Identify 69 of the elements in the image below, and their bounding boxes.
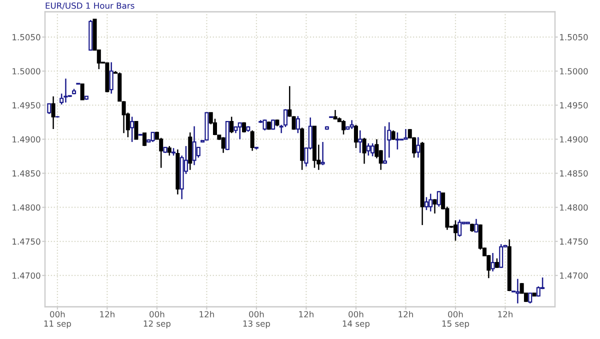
y-tick-label: 1.5000: [12, 68, 40, 74]
candlestick: [250, 130, 254, 152]
y-tick-label: 1.5050: [12, 34, 40, 40]
candlestick: [333, 109, 338, 120]
candlestick: [238, 122, 242, 140]
y2-tick-label: 1.4800: [560, 204, 588, 211]
candlestick: [474, 218, 478, 234]
candlestick: [47, 103, 52, 115]
chart-title: EUR/USD 1 Hour Bars: [46, 2, 134, 10]
candlestick: [382, 126, 388, 164]
candlestick: [296, 115, 300, 134]
candlestick: [453, 220, 458, 242]
candlestick: [428, 193, 433, 212]
y2-tick-label: 1.4700: [560, 272, 588, 279]
y2-tick-label: 1.5050: [560, 34, 588, 40]
candlestick: [404, 128, 408, 140]
candlestick: [370, 142, 375, 157]
x-tick-label: 00h 12 sep: [144, 310, 170, 328]
x-tick-label: 00h 11 sep: [44, 310, 71, 328]
y2-tick-label: 1.5000: [560, 68, 588, 74]
y-tick-label: 1.4800: [12, 204, 40, 211]
candlestick: [490, 252, 495, 272]
x-tick-label: 12h: [498, 310, 512, 318]
y2-tick-label: 1.4950: [560, 102, 588, 108]
candlestick: [130, 116, 134, 143]
y-tick-label: 1.4750: [12, 238, 40, 245]
y-tick-label: 1.4850: [12, 170, 40, 177]
candlestick: [424, 196, 428, 211]
candlestick: [362, 137, 366, 164]
candlestick: [458, 218, 462, 238]
x-tick-label: 00h 13 sep: [243, 310, 270, 328]
candlestick: [320, 141, 325, 166]
candlestick: [242, 122, 246, 134]
candlestick: [109, 62, 114, 94]
candlestick: [395, 132, 400, 150]
x-tick-label: 12h: [100, 310, 114, 318]
x-tick-label: 00h 15 sep: [442, 310, 470, 328]
candlestick: [516, 278, 520, 304]
y-tick-label: 1.4900: [12, 136, 40, 143]
candlestick: [51, 96, 56, 130]
candlestick: [358, 130, 362, 154]
y2-tick-label: 1.4850: [560, 170, 588, 177]
candlestick: [416, 136, 420, 158]
candlestick: [342, 120, 346, 136]
y2-tick-label: 1.4750: [560, 238, 588, 245]
candlestick: [354, 124, 358, 149]
candlestick: [80, 84, 84, 100]
candlestick: [150, 132, 155, 143]
y-tick-label: 1.4950: [12, 102, 40, 108]
candlestick: [134, 120, 138, 140]
candlestick: [436, 190, 441, 208]
y2-tick-label: 1.4900: [560, 136, 588, 143]
candlestick: [391, 130, 396, 141]
x-tick-label: 12h: [398, 310, 413, 318]
candlestick: [528, 292, 532, 304]
x-tick-label: 00h 14 sep: [342, 310, 370, 328]
y-tick-label: 1.4700: [12, 272, 40, 279]
candlestick: [64, 78, 68, 104]
candlestick: [221, 136, 226, 154]
candlestick: [494, 258, 499, 269]
candlestick: [499, 244, 504, 269]
candlestick: [366, 142, 370, 156]
x-tick-label: 12h: [200, 310, 214, 318]
candlestick: [192, 126, 196, 166]
candlestick: [230, 116, 234, 134]
candlestick: [432, 198, 437, 214]
candlestick: [142, 132, 147, 147]
candlestick: [167, 145, 172, 156]
x-tick-label: 12h: [299, 310, 314, 318]
